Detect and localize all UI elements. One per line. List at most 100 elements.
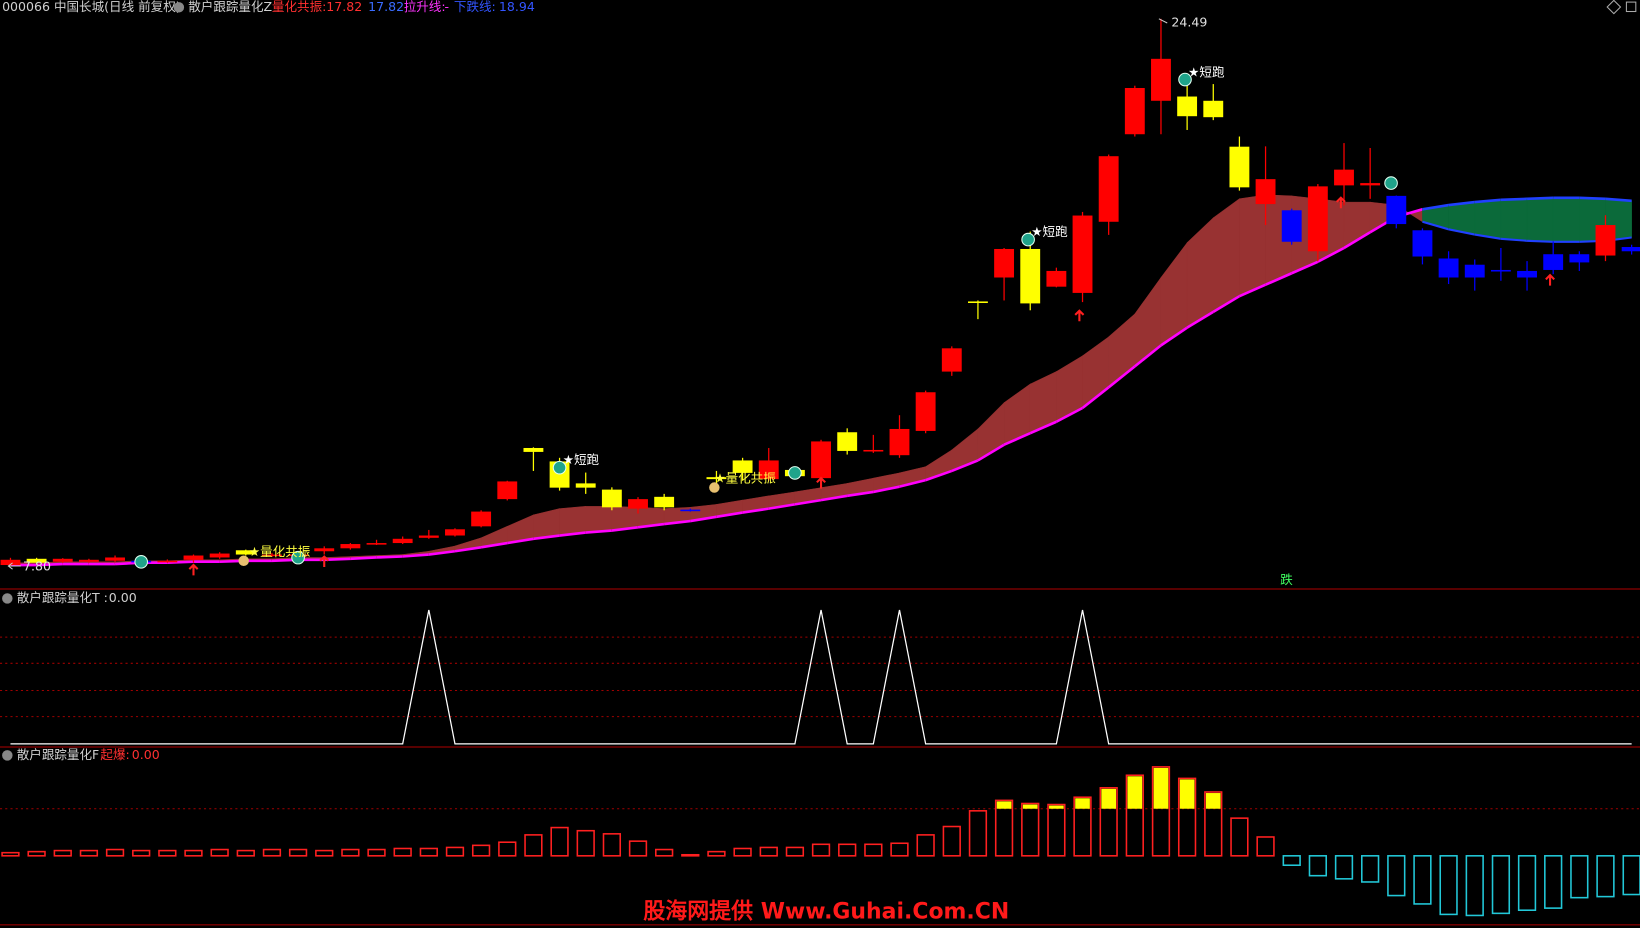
- indicator-icon[interactable]: [2, 593, 13, 604]
- band-line: [1579, 196, 1606, 201]
- bar-highlight: [1075, 798, 1090, 809]
- band-line: [533, 534, 560, 541]
- bar: [968, 810, 988, 857]
- bar-highlight: [1127, 776, 1143, 809]
- bar: [707, 850, 726, 857]
- band-line: [690, 515, 717, 523]
- candle-body: [1307, 186, 1328, 252]
- bar-highlight: [1179, 779, 1195, 809]
- bar: [1177, 777, 1197, 857]
- band-line: [611, 526, 639, 532]
- band-line: [1343, 231, 1371, 250]
- panel-title: 散户跟踪量化F: [17, 747, 99, 762]
- band-line: [846, 490, 874, 498]
- band-fill: [1213, 198, 1240, 313]
- candle-body: [183, 555, 204, 560]
- bar: [132, 849, 151, 857]
- candle-body: [1255, 179, 1276, 205]
- candle-body: [732, 460, 753, 473]
- candle-body: [1281, 210, 1302, 242]
- bar-highlight: [1101, 788, 1116, 809]
- candle-body: [418, 535, 439, 538]
- cloud-edge: [1474, 233, 1502, 240]
- bar: [550, 826, 569, 857]
- band-line: [1212, 295, 1241, 314]
- band-line: [480, 541, 508, 549]
- check-icon: [291, 550, 305, 565]
- bar: [576, 829, 595, 857]
- candle-body: [941, 348, 962, 372]
- bar: [1570, 855, 1589, 899]
- bar: [942, 825, 961, 857]
- up-arrow: [188, 563, 199, 576]
- indicator-icon[interactable]: [2, 750, 13, 761]
- cloud-edge: [1448, 228, 1475, 236]
- bar: [1596, 855, 1615, 898]
- bar: [1334, 855, 1354, 880]
- bar: [1047, 803, 1066, 857]
- signal-line: [10, 609, 1632, 745]
- panel-value: 0.00: [109, 590, 137, 605]
- candle-body: [994, 248, 1015, 278]
- bar: [1465, 855, 1484, 917]
- bar: [471, 844, 491, 857]
- check-icon: [552, 460, 567, 475]
- panel-title: 散户跟踪量化T :: [17, 590, 108, 605]
- cloud-edge: [1527, 239, 1554, 243]
- indicator-title: 散户跟踪量化Z: [188, 0, 272, 14]
- candle-body: [758, 460, 779, 480]
- indicator-icon[interactable]: [173, 2, 185, 13]
- candle-body: [105, 557, 125, 561]
- band-line: [1500, 197, 1528, 202]
- band-fill: [559, 506, 586, 536]
- band-line: [1317, 246, 1345, 263]
- check-icon: [788, 466, 802, 480]
- candle-body: [680, 509, 701, 512]
- band-fill: [1474, 199, 1502, 240]
- candle-body: [1543, 254, 1564, 270]
- cloud-edge: [1422, 220, 1449, 231]
- bar: [759, 846, 778, 857]
- band-line: [820, 494, 848, 502]
- up-arrow: [1335, 196, 1346, 209]
- candle-body: [1229, 146, 1250, 188]
- window-button[interactable]: [1625, 1, 1637, 13]
- candle-body: [889, 428, 910, 456]
- band-line: [1107, 365, 1136, 389]
- candle-body: [811, 441, 831, 479]
- bar: [210, 848, 229, 857]
- candle-body: [575, 483, 596, 488]
- band-line: [1029, 420, 1057, 435]
- legend-value: 17.82: [326, 0, 362, 14]
- candle-body: [340, 544, 361, 549]
- up-arrow: [816, 476, 826, 489]
- candle-body: [78, 559, 99, 562]
- cloud-edge: [1500, 237, 1528, 242]
- bar: [1361, 855, 1380, 883]
- band-line: [1081, 386, 1110, 410]
- candle-body: [915, 392, 936, 431]
- signal-text: 跌: [1280, 572, 1293, 587]
- legend-label: 量化共振:: [272, 0, 326, 14]
- candle-body: [314, 548, 335, 552]
- bar: [733, 847, 752, 857]
- bar: [811, 843, 831, 857]
- band-line: [664, 519, 691, 526]
- bag-icon: [238, 555, 249, 567]
- bar: [105, 848, 125, 857]
- bar: [1230, 817, 1249, 857]
- bar: [524, 834, 543, 857]
- check-icon: [1384, 176, 1398, 190]
- bar: [994, 799, 1014, 857]
- max-pointer: [1158, 18, 1168, 24]
- bar: [236, 849, 255, 857]
- window-button[interactable]: [1606, 0, 1622, 15]
- bar: [1073, 796, 1092, 857]
- bar-highlight: [1153, 767, 1169, 809]
- max-label: 24.49: [1171, 15, 1207, 30]
- band-line: [1238, 283, 1267, 298]
- candle-body: [1098, 156, 1119, 222]
- candle-body: [1386, 195, 1407, 225]
- bar: [838, 843, 857, 857]
